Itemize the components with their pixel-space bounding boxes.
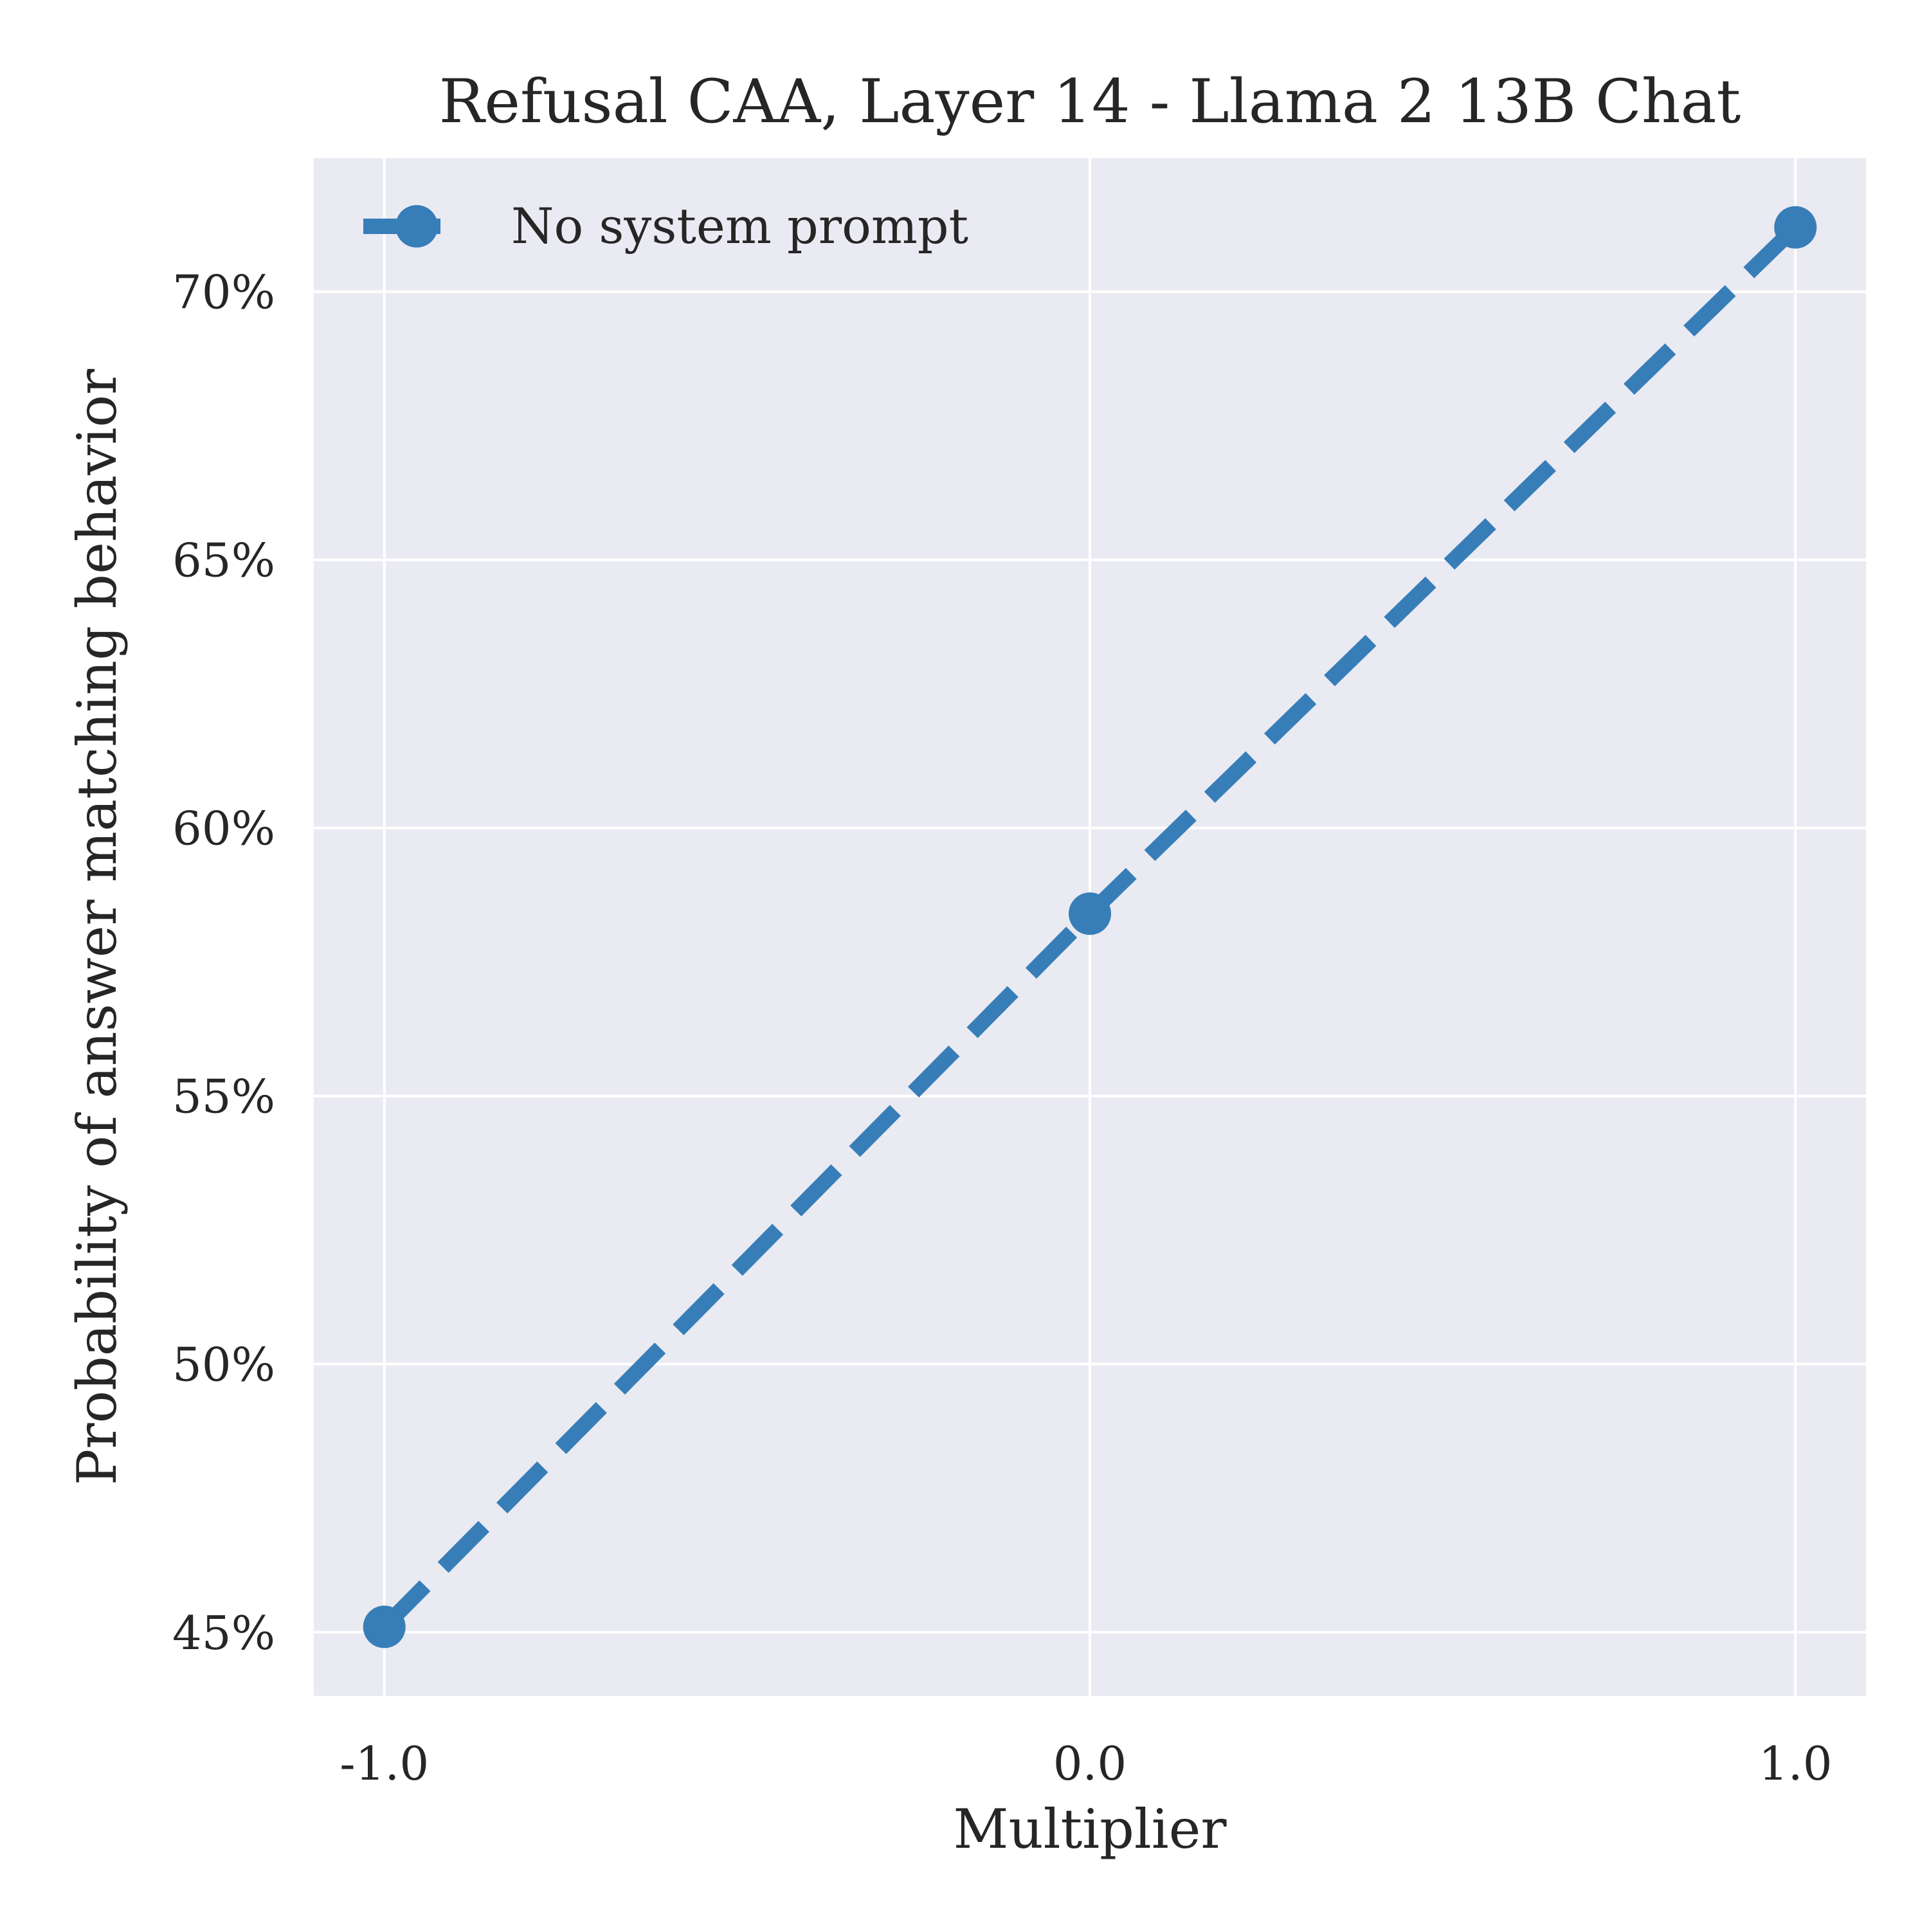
legend-marker-swatch	[395, 205, 438, 248]
x-axis-label: Multiplier	[954, 1798, 1227, 1861]
legend: No system prompt	[363, 197, 968, 255]
data-point	[363, 1605, 406, 1648]
y-tick-label: 55%	[172, 1070, 275, 1124]
tick-labels: 45% 50% 55% 60% 65% 70% -1.0 0.0 1.0	[172, 266, 1833, 1791]
x-tick-label: -1.0	[340, 1737, 429, 1791]
legend-label: No system prompt	[511, 197, 968, 255]
y-tick-label: 65%	[172, 534, 275, 588]
x-tick-label: 0.0	[1053, 1737, 1127, 1791]
y-axis-label: Probability of answer matching behavior	[66, 368, 129, 1485]
y-tick-label: 45%	[172, 1606, 275, 1660]
data-point	[1069, 892, 1111, 935]
x-tick-label: 1.0	[1759, 1737, 1833, 1791]
y-tick-label: 50%	[172, 1338, 275, 1392]
y-tick-label: 60%	[172, 802, 275, 856]
data-point	[1774, 206, 1817, 249]
series-layer	[363, 206, 1817, 1648]
chart-title: Refusal CAA, Layer 14 - Llama 2 13B Chat	[439, 67, 1741, 137]
y-tick-label: 70%	[172, 266, 275, 320]
